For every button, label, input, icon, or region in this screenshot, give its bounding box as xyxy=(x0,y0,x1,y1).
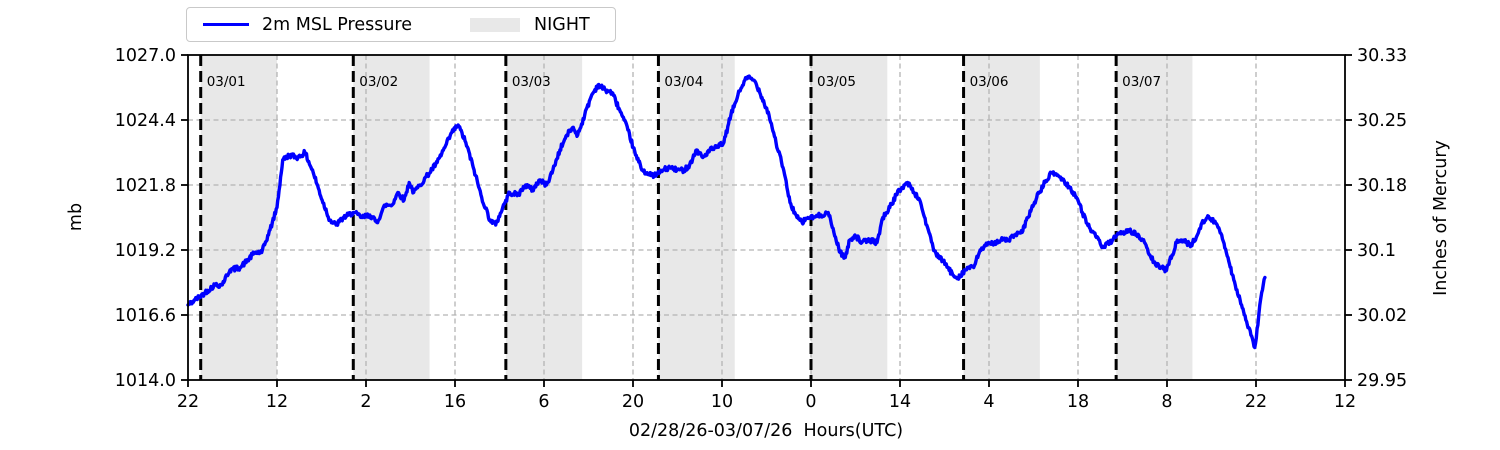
x-tick-label: 18 xyxy=(1067,392,1089,412)
y-right-tick-label: 30.25 xyxy=(1357,111,1407,131)
day-marker-label: 03/06 xyxy=(970,74,1009,90)
x-tick-label: 6 xyxy=(538,392,549,412)
y-left-tick-label: 1019.2 xyxy=(115,241,176,261)
axis-ticks xyxy=(181,54,1352,387)
x-tick-label: 16 xyxy=(444,392,466,412)
plot-frame xyxy=(187,54,1346,381)
x-tick-label: 4 xyxy=(983,392,994,412)
x-axis-label: 02/28/26-03/07/26 Hours(UTC) xyxy=(628,421,904,441)
x-tick-label: 2 xyxy=(360,392,371,412)
night-patch-swatch xyxy=(470,17,520,32)
legend-series-label: 2m MSL Pressure xyxy=(262,14,412,35)
day-marker-label: 03/07 xyxy=(1122,74,1161,90)
chart-legend: 2m MSL Pressure NIGHT xyxy=(186,7,616,42)
x-tick-label: 12 xyxy=(1334,392,1356,412)
day-marker-label: 03/03 xyxy=(512,74,551,90)
night-bands xyxy=(200,55,1193,380)
pressure-line-swatch xyxy=(203,23,249,26)
legend-night-label: NIGHT xyxy=(534,14,590,35)
y-right-tick-label: 30.18 xyxy=(1357,176,1407,196)
y-right-tick-label: 29.95 xyxy=(1357,371,1407,391)
night-band xyxy=(200,55,277,380)
y-right-tick-label: 30.33 xyxy=(1357,46,1407,66)
y-left-tick-label: 1016.6 xyxy=(115,306,176,326)
x-tick-label: 12 xyxy=(266,392,288,412)
x-tick-label: 10 xyxy=(711,392,733,412)
x-tick-label: 22 xyxy=(177,392,199,412)
day-marker-label: 03/01 xyxy=(207,74,246,90)
y-right-tick-label: 30.1 xyxy=(1357,241,1396,261)
pressure-series-line xyxy=(186,74,1267,350)
day-marker-label: 03/05 xyxy=(817,74,856,90)
x-tick-label: 14 xyxy=(889,392,911,412)
day-marker-label: 03/02 xyxy=(359,74,398,90)
night-band xyxy=(658,55,735,380)
y-left-tick-label: 1024.4 xyxy=(115,111,176,131)
x-tick-label: 8 xyxy=(1161,392,1172,412)
night-band xyxy=(1116,55,1193,380)
x-tick-label: 22 xyxy=(1245,392,1267,412)
y-left-tick-label: 1014.0 xyxy=(115,371,176,391)
tick-labels: 22 12 2 16 6 20 10 0 14 4 18 8 22 12 1027.0 1024.4 1021.… xyxy=(115,46,1407,412)
y-left-tick-label: 1027.0 xyxy=(115,46,176,66)
day-marker-label: 03/04 xyxy=(664,74,703,90)
y-right-tick-label: 30.02 xyxy=(1357,306,1407,326)
x-tick-label: 0 xyxy=(805,392,816,412)
x-tick-label: 20 xyxy=(622,392,644,412)
y-right-axis-label: Inches of Mercury xyxy=(1431,140,1451,296)
y-left-tick-label: 1021.8 xyxy=(115,176,176,196)
y-left-axis-label: mb xyxy=(66,202,86,232)
